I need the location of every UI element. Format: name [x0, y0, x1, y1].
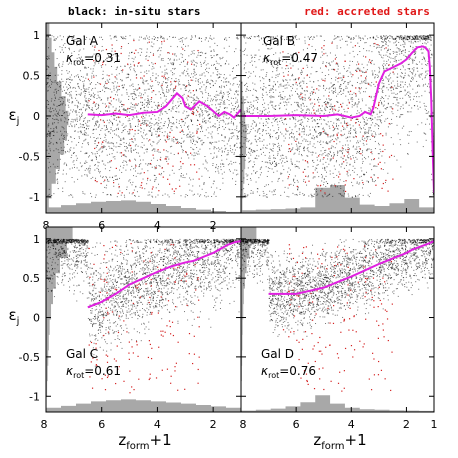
y-tick-label: 0.5 — [23, 272, 41, 285]
x-tick-label: 4 — [154, 219, 161, 232]
panel-1: 1 0.5 0 -0.5 -1 8 6 4 2 Gal A κrot=0.31 — [19, 22, 242, 232]
panel-frame — [240, 226, 435, 413]
eps-histogram — [241, 23, 247, 213]
accreted-stars — [282, 42, 394, 194]
z-histogram — [46, 399, 241, 412]
x-tick-label: 4 — [348, 418, 355, 431]
panel-2: Gal B κrot=0.47 — [240, 22, 435, 214]
panel-name: Gal D — [261, 347, 294, 361]
x-tick-label: 8 — [43, 219, 50, 232]
y-tick-label: 0.5 — [23, 70, 41, 83]
x-axis-label-left: zform+1 — [118, 431, 171, 452]
panel-frame — [240, 22, 435, 214]
x-tick-label: 6 — [98, 418, 105, 431]
x-tick-label: 2 — [210, 418, 217, 431]
x-tick-label: 8 — [41, 418, 48, 431]
in-situ-stars — [46, 238, 241, 367]
panel-name: Gal B — [263, 34, 295, 48]
panel-frame — [45, 226, 242, 413]
legend-in-situ: black: in-situ stars — [68, 5, 201, 18]
x-tick-label: 4 — [154, 418, 161, 431]
kappa-label: κrot=0.76 — [261, 364, 316, 380]
eps-histogram — [241, 227, 257, 412]
median-line — [241, 45, 434, 193]
panel-name: Gal C — [66, 347, 98, 361]
z-histogram — [241, 395, 434, 412]
y-axis-label-bottom: εj — [9, 306, 20, 327]
panel-4: 8 6 4 2 1 Gal D κrot=0.76 — [240, 226, 438, 431]
y-tick-label: -0.5 — [19, 351, 40, 364]
x-axis-label-right: zform+1 — [313, 431, 366, 452]
x-tick-label: 8 — [240, 418, 247, 431]
y-tick-label: -1 — [29, 390, 40, 403]
y-axis-label-top: εj — [9, 106, 20, 127]
y-tick-label: 0 — [33, 312, 40, 325]
median-line — [268, 240, 434, 295]
kappa-label: κrot=0.61 — [66, 364, 121, 380]
legend-accreted: red: accreted stars — [304, 5, 430, 18]
panel-3: 1 0.5 0 -0.5 -1 8 6 4 2 Gal C κrot=0.61 — [19, 226, 242, 431]
accreted-stars — [282, 244, 393, 392]
in-situ-stars — [241, 35, 434, 198]
median-line — [87, 91, 241, 119]
z-histogram — [241, 185, 434, 213]
x-tick-label: 6 — [98, 219, 105, 232]
eps-histogram — [46, 227, 73, 412]
x-tick-label: 6 — [293, 418, 300, 431]
y-tick-label: -1 — [29, 191, 40, 204]
x-tick-label: 1 — [431, 418, 438, 431]
accreted-stars — [88, 242, 200, 394]
in-situ-stars — [241, 238, 434, 337]
x-tick-label: 2 — [403, 418, 410, 431]
z-histogram — [46, 200, 241, 213]
kappa-label: κrot=0.47 — [263, 51, 318, 67]
in-situ-stars — [46, 35, 241, 198]
eps-histogram — [46, 23, 69, 213]
kappa-label: κrot=0.31 — [66, 51, 121, 67]
y-tick-label: -0.5 — [19, 150, 40, 163]
y-tick-label: 1 — [33, 29, 40, 42]
y-tick-label: 0 — [33, 110, 40, 123]
panel-name: Gal A — [66, 34, 99, 48]
x-tick-label: 2 — [210, 219, 217, 232]
y-tick-label: 1 — [33, 233, 40, 246]
median-line — [87, 240, 241, 309]
